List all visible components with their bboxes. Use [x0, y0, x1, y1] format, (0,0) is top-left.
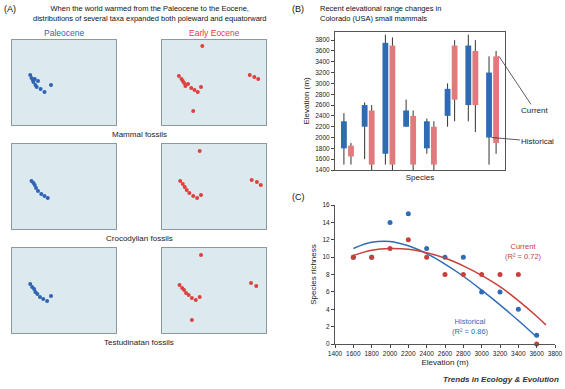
- svg-text:3200: 3200: [315, 69, 330, 76]
- svg-text:2600: 2600: [315, 101, 330, 108]
- svg-text:8: 8: [326, 271, 330, 278]
- svg-text:3600: 3600: [529, 350, 544, 357]
- svg-text:2400: 2400: [419, 350, 434, 357]
- svg-text:3800: 3800: [315, 36, 330, 43]
- svg-text:2800: 2800: [315, 91, 330, 98]
- svg-text:Current: Current: [521, 106, 548, 115]
- svg-text:1600: 1600: [315, 155, 330, 162]
- svg-text:1400: 1400: [315, 166, 330, 173]
- svg-text:1800: 1800: [364, 350, 379, 357]
- svg-text:2200: 2200: [315, 123, 330, 130]
- svg-text:3400: 3400: [315, 58, 330, 65]
- svg-text:Historical: Historical: [521, 137, 554, 146]
- svg-text:10: 10: [322, 253, 330, 260]
- svg-text:1800: 1800: [315, 145, 330, 152]
- svg-text:3400: 3400: [511, 350, 526, 357]
- svg-text:14: 14: [322, 219, 330, 226]
- svg-text:3800: 3800: [548, 350, 563, 357]
- svg-text:0: 0: [326, 340, 330, 347]
- svg-text:2200: 2200: [401, 350, 416, 357]
- svg-text:1400: 1400: [328, 350, 343, 357]
- svg-text:Species: Species: [406, 173, 434, 182]
- svg-text:2400: 2400: [315, 112, 330, 119]
- svg-text:Current(R² = 0.72): Current(R² = 0.72): [505, 242, 542, 261]
- svg-text:Elevation (m): Elevation (m): [302, 77, 311, 124]
- svg-text:2000: 2000: [315, 134, 330, 141]
- svg-text:When the world warmed from the: When the world warmed from the Paleocene…: [33, 4, 267, 23]
- svg-text:3200: 3200: [493, 350, 508, 357]
- svg-text:16: 16: [322, 201, 330, 208]
- svg-text:2800: 2800: [456, 350, 471, 357]
- svg-text:12: 12: [322, 236, 330, 243]
- svg-text:Early Eocene: Early Eocene: [189, 28, 240, 38]
- svg-text:(B): (B): [292, 4, 304, 14]
- svg-text:2: 2: [326, 323, 330, 330]
- svg-text:Testudinatan fossils: Testudinatan fossils: [104, 338, 174, 347]
- svg-text:2000: 2000: [383, 350, 398, 357]
- svg-text:Historical(R² = 0.86): Historical(R² = 0.86): [452, 317, 489, 336]
- svg-text:Crocodylian fossils: Crocodylian fossils: [106, 234, 173, 243]
- svg-text:3600: 3600: [315, 47, 330, 54]
- svg-text:(C): (C): [292, 192, 305, 202]
- svg-text:Species richness: Species richness: [309, 244, 318, 304]
- svg-text:Trends in Ecology & Evolution: Trends in Ecology & Evolution: [443, 375, 559, 384]
- svg-text:2600: 2600: [438, 350, 453, 357]
- svg-text:6: 6: [326, 288, 330, 295]
- svg-text:Elevation (m): Elevation (m): [421, 358, 468, 367]
- svg-text:4: 4: [326, 306, 330, 313]
- svg-text:(A): (A): [4, 4, 16, 14]
- svg-text:Mammal fossils: Mammal fossils: [112, 130, 167, 139]
- svg-text:Paleocene: Paleocene: [44, 28, 84, 38]
- svg-text:Recent elevational range chang: Recent elevational range changes inColor…: [320, 4, 441, 23]
- svg-text:3000: 3000: [315, 80, 330, 87]
- svg-text:3000: 3000: [474, 350, 489, 357]
- svg-text:1600: 1600: [346, 350, 361, 357]
